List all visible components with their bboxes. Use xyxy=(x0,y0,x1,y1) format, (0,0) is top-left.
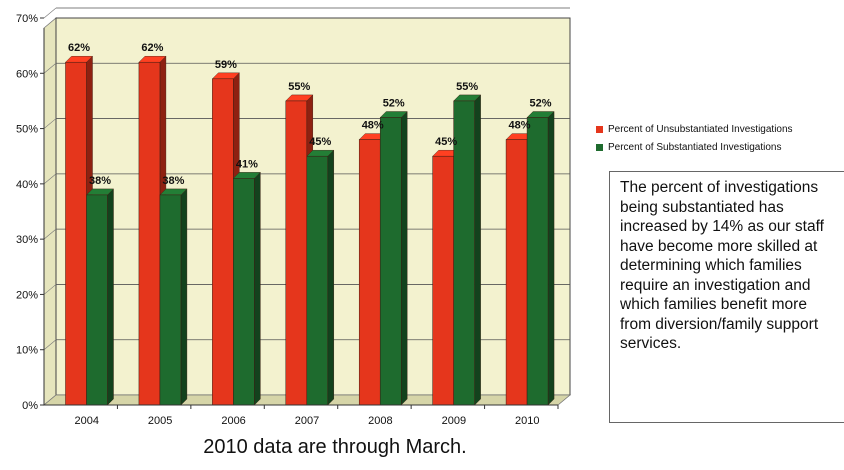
gridline-diagonal xyxy=(43,173,57,185)
data-label: 38% xyxy=(89,175,111,187)
legend-swatch-red xyxy=(596,125,603,133)
bar-2010-unsubstantiated xyxy=(505,139,528,406)
x-tick-label: 2010 xyxy=(515,415,539,427)
bar-2006-substantiated xyxy=(233,178,255,406)
legend-item-substantiated: Percent of Substantiated Investigations xyxy=(596,138,793,156)
y-tick-label: 10% xyxy=(16,345,38,357)
axes: 0% 10% 20% 30% 40% 50% 60% 70% 2004 2005 2006 2007 2… xyxy=(16,13,559,427)
bar-2004-unsubstantiated xyxy=(65,61,87,406)
bar-2007-unsubstantiated xyxy=(285,100,308,406)
bar-2009-unsubstantiated xyxy=(432,155,454,406)
bar-2008-substantiated xyxy=(379,117,402,406)
bar-side xyxy=(180,188,188,406)
legend-label-unsubstantiated: Percent of Unsubstantiated Investigation… xyxy=(608,123,793,135)
bar-2008-unsubstantiated xyxy=(358,139,381,406)
data-label: 62% xyxy=(141,42,163,54)
bar-2007-substantiated xyxy=(306,155,329,406)
data-label: 45% xyxy=(435,136,457,148)
data-label: 52% xyxy=(383,98,405,110)
bar-2005-unsubstantiated xyxy=(138,61,161,406)
y-tick-label: 70% xyxy=(16,13,38,25)
x-tick-label: 2007 xyxy=(295,415,319,427)
side-wall xyxy=(43,17,57,406)
x-tick-label: 2008 xyxy=(368,415,392,427)
data-label: 59% xyxy=(215,59,237,71)
data-labels: 62% 38% 62% 38% 59% 41% 55% 45% 48% 52% 45% 55% 48% 5… xyxy=(68,42,552,187)
bar-2006-unsubstantiated xyxy=(212,78,234,406)
legend-swatch-green xyxy=(596,143,603,151)
data-label: 48% xyxy=(362,120,384,132)
gridline-diagonal xyxy=(43,7,57,19)
legend-label-substantiated: Percent of Substantiated Investigations xyxy=(608,141,782,153)
y-tick-label: 60% xyxy=(16,68,38,80)
gridline-diagonal xyxy=(43,63,57,74)
annotation-text-box: The percent of investigations being subs… xyxy=(609,171,844,423)
y-tick-label: 30% xyxy=(16,234,38,246)
data-label: 41% xyxy=(236,158,258,170)
bar-side xyxy=(327,149,334,406)
data-label: 48% xyxy=(509,120,531,132)
bar-side xyxy=(547,111,555,406)
gridline-diagonal xyxy=(43,118,57,129)
data-label: 52% xyxy=(530,98,552,110)
x-tick-label: 2004 xyxy=(74,415,98,427)
gridline-diagonal xyxy=(43,284,57,295)
y-tick-label: 20% xyxy=(16,289,38,301)
chart-caption: 2010 data are through March. xyxy=(203,436,467,458)
bar-side xyxy=(474,94,481,406)
y-tick-label: 50% xyxy=(16,124,38,136)
bar-2010-substantiated xyxy=(526,117,549,406)
data-label: 62% xyxy=(68,42,90,54)
gridline-diagonal xyxy=(43,339,57,350)
bar-2004-substantiated xyxy=(86,194,108,406)
data-label: 45% xyxy=(309,136,331,148)
data-label: 38% xyxy=(162,175,184,187)
bar-side xyxy=(254,171,261,406)
bars xyxy=(65,55,555,406)
data-label: 55% xyxy=(288,81,310,93)
bar-2005-substantiated xyxy=(159,194,182,406)
x-tick-label: 2006 xyxy=(221,415,245,427)
legend-item-unsubstantiated: Percent of Unsubstantiated Investigation… xyxy=(596,120,793,138)
data-label: 55% xyxy=(456,81,478,93)
legend: Percent of Unsubstantiated Investigation… xyxy=(596,120,793,156)
bar-side xyxy=(107,188,114,406)
x-tick-label: 2009 xyxy=(442,415,466,427)
gridline-diagonal xyxy=(43,228,57,240)
bar-side xyxy=(401,111,408,406)
x-tick-label: 2005 xyxy=(148,415,172,427)
y-tick-label: 40% xyxy=(16,179,38,191)
y-tick-label: 0% xyxy=(22,400,38,412)
